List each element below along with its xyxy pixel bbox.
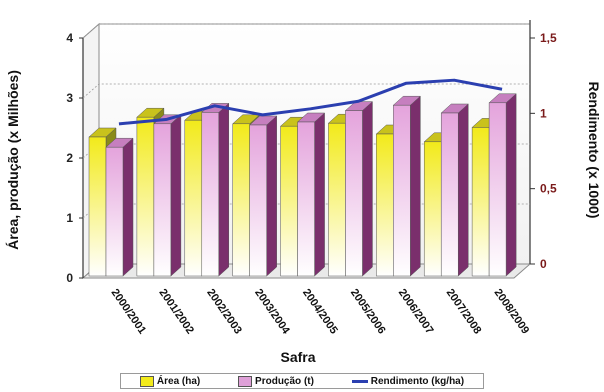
y2-axis-ticks: 0 0,5 1 1,5: [530, 31, 557, 271]
area-bar: [136, 116, 155, 277]
producao-bar-side: [410, 95, 421, 277]
area-bar: [88, 136, 107, 277]
producao-bar: [488, 102, 507, 277]
legend-item-rendimento: Rendimento (kg/ha): [351, 375, 465, 387]
rendimento-line: [118, 78, 503, 126]
y-tick-label: 2: [66, 151, 73, 165]
area-bar: [280, 125, 298, 277]
area-bar: [471, 127, 490, 277]
y2-axis-title: Rendimento (x 1000): [586, 82, 602, 219]
producao-bar: [345, 110, 363, 277]
producao-bar: [105, 146, 124, 277]
rendimento-line-group: [118, 78, 503, 126]
x-axis-ticks: 2000/2001 2001/2002 2002/2003 2003/2004 2004…: [108, 287, 531, 337]
producao-bar-side: [362, 101, 373, 277]
producao-bar-side: [218, 102, 230, 277]
y-tick-label: 0: [66, 271, 73, 285]
legend-label-rendimento: Rendimento (kg/ha): [370, 375, 465, 387]
y2-tick-label: 1,5: [540, 31, 557, 45]
x-axis-title: Safra: [280, 349, 315, 365]
rendimento-line-icon: [351, 379, 368, 383]
y-tick-label: 4: [66, 31, 73, 45]
producao-bar-side: [170, 114, 182, 277]
x-tick-label: 2002/2003: [204, 287, 244, 336]
legend-label-producao: Produção (t): [255, 375, 314, 387]
area-bar: [376, 133, 394, 277]
area-swatch-icon: [139, 375, 154, 387]
y2-tick-label: 0: [540, 257, 547, 271]
legend: Área (ha) Produção (t) Rendimento (kg/ha…: [120, 373, 484, 389]
producao-bar-side: [266, 115, 277, 277]
x-tick-label: 2008/2009: [492, 287, 532, 336]
gridline: [82, 23, 530, 39]
x-tick-label: 2005/2006: [348, 287, 388, 336]
producao-bar-side: [122, 137, 134, 277]
x-tick-label: 2003/2004: [252, 287, 292, 337]
y-tick-label: 3: [66, 91, 73, 105]
x-tick-label: 2004/2005: [300, 287, 340, 336]
x-tick-label: 2007/2008: [444, 287, 484, 336]
bars: [88, 93, 517, 277]
producao-bar: [393, 104, 411, 277]
legend-item-producao: Produção (t): [238, 375, 314, 387]
producao-bar-side: [314, 112, 325, 277]
producao-bar: [440, 112, 459, 277]
y-axis-ticks: 0 1 2 3 4: [66, 31, 83, 285]
producao-bar: [201, 112, 220, 277]
y-axis-title: Área, produção (x Milhões): [5, 70, 21, 250]
producao-bar: [249, 124, 267, 277]
producao-bar: [297, 121, 315, 277]
producao-bar-side: [457, 103, 469, 277]
producao-bar-side: [505, 93, 517, 277]
producao-bar: [153, 123, 172, 277]
legend-label-area: Área (ha): [156, 375, 201, 387]
area-bar: [184, 119, 203, 277]
x-tick-label: 2001/2002: [156, 287, 196, 336]
x-tick-label: 2006/2007: [396, 287, 436, 336]
gridline: [82, 83, 530, 99]
area-bar: [423, 141, 442, 277]
producao-swatch-icon: [238, 375, 253, 387]
area-bar: [232, 123, 250, 277]
y-tick-label: 1: [66, 211, 73, 225]
y2-tick-label: 1: [540, 106, 547, 120]
area-bar: [328, 122, 346, 277]
x-tick-label: 2000/2001: [108, 287, 148, 336]
y2-tick-label: 0,5: [540, 182, 557, 196]
legend-item-area: Área (ha): [139, 375, 201, 387]
